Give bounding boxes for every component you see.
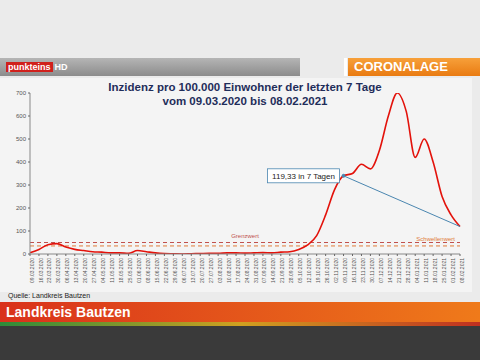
svg-text:05.10.2020: 05.10.2020 — [297, 258, 303, 283]
svg-text:600: 600 — [16, 113, 27, 119]
html-text:vom 09.03.2020 bis 08.02.2021: vom 09.03.2020 bis 08.02.2021 — [162, 95, 328, 107]
svg-text:17.08.2020: 17.08.2020 — [235, 258, 241, 283]
html-text:punkteins HD: punkteins HD — [8, 62, 68, 72]
svg-text:08.02.2021: 08.02.2021 — [459, 258, 465, 283]
svg-text:31.08.2020: 31.08.2020 — [253, 258, 259, 283]
svg-text:19.10.2020: 19.10.2020 — [315, 258, 321, 283]
svg-text:11.05.2020: 11.05.2020 — [109, 258, 115, 283]
svg-text:Schwellenwert: Schwellenwert — [416, 236, 455, 242]
svg-text:23.03.2020: 23.03.2020 — [46, 258, 52, 283]
html-text:CORONALAGE: CORONALAGE — [354, 59, 448, 74]
svg-text:14.09.2020: 14.09.2020 — [270, 258, 276, 283]
svg-text:700: 700 — [16, 90, 27, 96]
svg-text:01.06.2020: 01.06.2020 — [136, 258, 142, 283]
svg-text:29.06.2020: 29.06.2020 — [172, 258, 178, 283]
svg-text:28.12.2020: 28.12.2020 — [405, 258, 411, 283]
svg-text:100: 100 — [16, 228, 27, 234]
svg-text:119,33 in 7 Tagen: 119,33 in 7 Tagen — [272, 172, 335, 181]
svg-text:200: 200 — [16, 205, 27, 211]
svg-text:09.11.2020: 09.11.2020 — [342, 258, 348, 283]
svg-text:12.10.2020: 12.10.2020 — [306, 258, 312, 283]
html-text:Quelle: Landkreis Bautzen: Quelle: Landkreis Bautzen — [8, 292, 91, 299]
svg-text:03.08.2020: 03.08.2020 — [217, 258, 223, 283]
svg-text:21.09.2020: 21.09.2020 — [279, 258, 285, 283]
svg-text:23.11.2020: 23.11.2020 — [360, 258, 366, 283]
svg-text:25.01.2021: 25.01.2021 — [441, 258, 447, 283]
svg-text:07.09.2020: 07.09.2020 — [261, 258, 267, 283]
svg-text:500: 500 — [16, 136, 27, 142]
svg-text:20.07.2020: 20.07.2020 — [199, 258, 205, 283]
svg-text:16.11.2020: 16.11.2020 — [351, 258, 357, 283]
svg-text:25.05.2020: 25.05.2020 — [127, 258, 133, 283]
svg-text:09.03.2020: 09.03.2020 — [29, 258, 35, 283]
svg-text:16.03.2020: 16.03.2020 — [38, 258, 44, 283]
svg-text:Grenzwert: Grenzwert — [231, 233, 259, 239]
svg-text:18.05.2020: 18.05.2020 — [118, 258, 124, 283]
svg-text:10.08.2020: 10.08.2020 — [226, 258, 232, 283]
svg-text:21.12.2020: 21.12.2020 — [396, 258, 402, 283]
svg-text:11.01.2021: 11.01.2021 — [423, 258, 429, 283]
svg-text:14.12.2020: 14.12.2020 — [387, 258, 393, 283]
svg-text:08.06.2020: 08.06.2020 — [145, 258, 151, 283]
svg-text:01.02.2021: 01.02.2021 — [450, 258, 456, 283]
svg-text:27.04.2020: 27.04.2020 — [91, 258, 97, 283]
html-text:Inzidenz pro 100.000 Einwohner: Inzidenz pro 100.000 Einwohner der letzt… — [108, 81, 382, 93]
svg-text:06.04.2020: 06.04.2020 — [64, 258, 70, 283]
svg-text:22.06.2020: 22.06.2020 — [163, 258, 169, 283]
svg-text:07.12.2020: 07.12.2020 — [378, 258, 384, 283]
svg-text:15.06.2020: 15.06.2020 — [154, 258, 160, 283]
svg-text:400: 400 — [16, 159, 27, 165]
svg-text:30.03.2020: 30.03.2020 — [55, 258, 61, 283]
svg-text:20.04.2020: 20.04.2020 — [82, 258, 88, 283]
svg-text:24.08.2020: 24.08.2020 — [244, 258, 250, 283]
svg-text:26.10.2020: 26.10.2020 — [324, 258, 330, 283]
svg-text:28.09.2020: 28.09.2020 — [288, 258, 294, 283]
svg-text:13.04.2020: 13.04.2020 — [73, 258, 79, 283]
html-text:Landkreis Bautzen: Landkreis Bautzen — [6, 304, 131, 320]
svg-text:02.11.2020: 02.11.2020 — [333, 258, 339, 283]
svg-text:18.01.2021: 18.01.2021 — [432, 258, 438, 283]
svg-text:27.07.2020: 27.07.2020 — [208, 258, 214, 283]
svg-text:30.11.2020: 30.11.2020 — [369, 258, 375, 283]
svg-text:04.01.2021: 04.01.2021 — [414, 258, 420, 283]
svg-text:300: 300 — [16, 182, 27, 188]
svg-text:06.07.2020: 06.07.2020 — [181, 258, 187, 283]
svg-text:13.07.2020: 13.07.2020 — [190, 258, 196, 283]
svg-text:04.05.2020: 04.05.2020 — [100, 258, 106, 283]
svg-text:0: 0 — [23, 251, 27, 257]
